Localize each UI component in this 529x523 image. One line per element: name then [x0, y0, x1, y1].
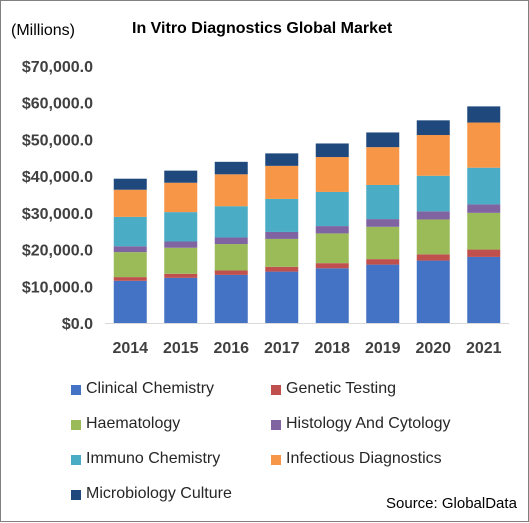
bar-segment	[416, 135, 450, 176]
x-tick-label: 2019	[365, 340, 401, 357]
bar-segment	[315, 233, 349, 264]
bar-segment	[467, 204, 501, 213]
bar-segment	[467, 106, 501, 123]
y-tick-label: $50,000.0	[22, 132, 93, 149]
bar-segment	[315, 157, 349, 192]
bar-segment	[366, 219, 400, 227]
bar-segment	[467, 122, 501, 168]
bar-segment	[164, 212, 198, 242]
y-tick-label: $40,000.0	[22, 169, 93, 186]
bar-segment	[214, 237, 248, 245]
bar-segment	[164, 247, 198, 274]
bar-segment	[113, 189, 147, 217]
bar-segment	[467, 256, 501, 323]
bar-segment	[265, 198, 299, 232]
bar-segment	[467, 167, 501, 205]
bar-segment	[416, 175, 450, 212]
bar-segment	[113, 280, 147, 323]
bar-segment	[416, 120, 450, 136]
y-tick-label: $10,000.0	[22, 279, 93, 296]
bar-segment	[467, 249, 501, 257]
bar-segment	[113, 277, 147, 281]
bar-segment	[214, 270, 248, 275]
bar-segment	[164, 170, 198, 183]
bar-segment	[214, 161, 248, 175]
x-tick-label: 2015	[163, 340, 199, 357]
bar-segment	[416, 219, 450, 255]
bar-segment	[265, 271, 299, 323]
x-tick-label: 2020	[415, 340, 451, 357]
y-tick-label: $30,000.0	[22, 206, 93, 223]
bar-segment	[164, 277, 198, 323]
y-tick-label: $0.0	[62, 316, 93, 333]
bar-segment	[366, 264, 400, 323]
y-tick-label: $70,000.0	[22, 59, 93, 76]
bar-segment	[265, 238, 299, 267]
y-tick-label: $60,000.0	[22, 96, 93, 113]
bar-segment	[315, 143, 349, 158]
bar-segment	[315, 191, 349, 227]
bar-segment	[416, 260, 450, 323]
source-note: Source: GlobalData	[386, 495, 517, 512]
bar-segment	[265, 165, 299, 199]
x-tick-label: 2016	[213, 340, 249, 357]
bar-segment	[416, 211, 450, 220]
bar-segment	[113, 252, 147, 278]
bar-segment	[315, 226, 349, 234]
chart-title: In Vitro Diagnostics Global Market	[132, 20, 393, 37]
bar-segment	[164, 241, 198, 248]
bar-segment	[265, 153, 299, 166]
bar-segment	[366, 132, 400, 148]
x-tick-label: 2018	[314, 340, 350, 357]
bar-segment	[214, 206, 248, 238]
bar-segment	[113, 246, 147, 253]
bar-segment	[214, 244, 248, 271]
bar-segment	[366, 147, 400, 185]
y-tick-label: $20,000.0	[22, 243, 93, 260]
bar-segment	[366, 259, 400, 265]
bar-segment	[164, 273, 198, 278]
bar-segment	[467, 212, 501, 250]
bar-segment	[265, 231, 299, 239]
bar-segment	[113, 178, 147, 190]
x-tick-label: 2014	[112, 340, 148, 357]
x-tick-label: 2017	[264, 340, 300, 357]
bar-segment	[265, 266, 299, 272]
bar-segment	[214, 274, 248, 323]
bar-segment	[164, 182, 198, 213]
y-axis-units-label: (Millions)	[11, 22, 75, 39]
bar-segment	[315, 268, 349, 323]
bar-segment	[113, 216, 147, 247]
bar-segment	[315, 263, 349, 269]
bar-segment	[366, 184, 400, 220]
bar-segment	[416, 254, 450, 261]
bar-segment	[366, 226, 400, 260]
bar-segment	[214, 174, 248, 207]
x-tick-label: 2021	[466, 340, 502, 357]
